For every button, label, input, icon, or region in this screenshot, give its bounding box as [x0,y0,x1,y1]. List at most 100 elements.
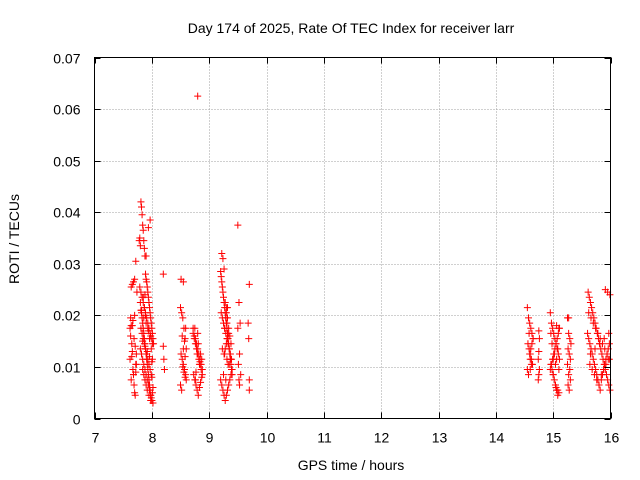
data-point [143,347,151,355]
data-point [194,340,202,348]
x-tick-label: 14 [489,430,505,446]
data-point [142,252,150,260]
data-point [535,366,543,374]
data-point [130,335,138,343]
data-point [132,360,140,368]
data-point [235,298,243,306]
data-point [190,335,198,343]
data-point [136,242,144,250]
data-point [136,234,144,242]
x-tick-label: 16 [604,430,620,446]
data-point [132,257,140,265]
data-point [128,353,136,361]
x-tick-labels: 7 8 9 10 11 12 13 14 15 16 [92,430,620,446]
data-point [159,342,167,350]
data-point [550,376,558,384]
data-point [237,371,245,379]
data-point [140,244,148,252]
x-tick-label: 10 [260,430,276,446]
data-point [526,366,534,374]
data-point [606,291,614,299]
data-point [226,355,234,363]
data-point [236,381,244,389]
data-point [593,376,601,384]
data-point [546,309,554,317]
x-tick-label: 12 [374,430,390,446]
data-point [586,298,594,306]
plot-frame [94,57,611,419]
data-point [564,345,572,353]
data-point [592,324,600,332]
data-point [160,366,168,374]
y-axis-label: ROTI / TECUs [6,194,22,284]
data-point [228,366,236,374]
data-point [528,340,536,348]
data-point [222,340,230,348]
data-point [220,293,227,301]
data-point [131,311,139,319]
data-point [527,360,535,368]
data-point [245,386,253,394]
data-point [147,345,155,353]
data-point [567,340,575,348]
data-point [159,270,167,278]
data-point [179,363,187,371]
data-point [589,355,597,363]
data-point [555,324,563,332]
data-point [224,304,232,312]
data-point [196,358,204,366]
x-tick-label: 7 [92,430,100,446]
data-point [548,340,556,348]
x-tick-label: 9 [206,430,214,446]
data-point [181,353,189,361]
data-point [586,350,594,358]
data-point [144,224,152,232]
data-point [160,355,168,363]
data-point [535,327,543,335]
data-point [222,391,230,399]
data-point [139,221,147,229]
x-tick-label: 8 [149,430,157,446]
data-point [550,350,558,358]
data-point [136,283,144,291]
data-point [552,384,560,392]
data-point [178,386,186,394]
data-point [590,371,598,379]
data-point [600,335,608,343]
data-point [221,396,229,404]
data-point [224,386,232,394]
data-point [555,366,563,374]
data-point [225,381,233,389]
data-point [181,337,189,345]
data-point [146,335,154,343]
data-point [128,347,136,355]
data-point [128,322,136,330]
data-point [197,350,205,358]
data-point [131,342,139,350]
data-point [605,340,613,348]
data-point [245,280,253,288]
data-point [223,319,231,327]
data-point [566,355,574,363]
data-point [148,355,156,363]
data-point [127,376,135,384]
data-point [527,345,535,353]
data-point [236,319,244,327]
data-point [178,309,186,317]
data-point [244,319,252,327]
data-point [179,314,187,322]
data-point [139,226,147,234]
data-point [224,335,232,343]
data-point [588,366,596,374]
data-point [137,324,145,332]
data-point [192,368,200,376]
data-point [221,298,229,306]
data-point [595,381,603,389]
data-point [140,237,148,245]
data-point [143,386,151,394]
grid-lines [94,57,611,419]
data-point [584,329,592,337]
y-tick-label: 0.05 [53,154,80,170]
data-point [554,345,562,353]
y-tick-label: 0.04 [53,205,80,221]
